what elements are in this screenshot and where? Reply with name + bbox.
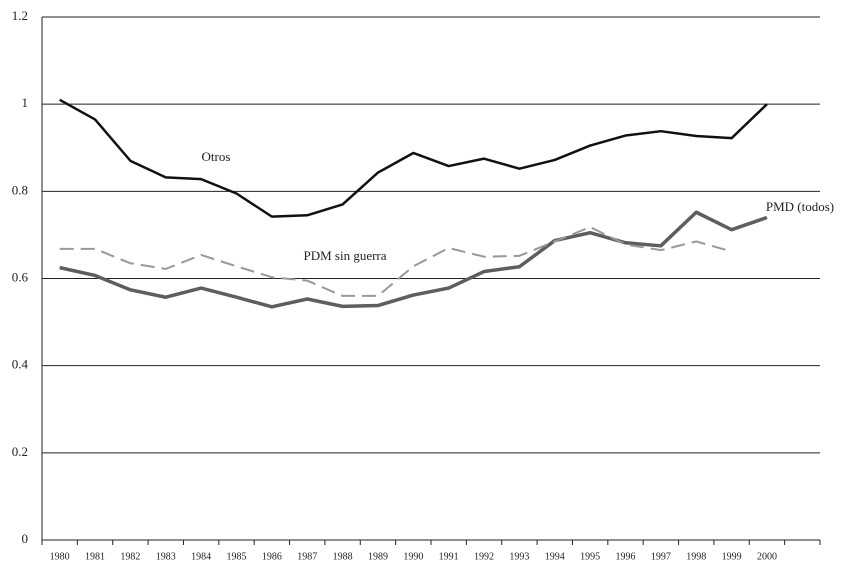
- series-line: [59, 226, 732, 297]
- y-tick-label: 0.2: [12, 444, 28, 459]
- x-tick-label: 1999: [722, 551, 742, 562]
- x-tick-label: 1991: [439, 551, 459, 562]
- series-line: [59, 98, 768, 218]
- x-tick-label: 1982: [120, 551, 140, 562]
- x-tick-label: 1989: [368, 551, 388, 562]
- x-tick-label: 1996: [616, 551, 636, 562]
- y-tick-label: 0.6: [12, 269, 29, 284]
- series-line: [59, 210, 768, 309]
- x-tick-label: 1986: [262, 551, 282, 562]
- x-tick-label: 1990: [403, 551, 423, 562]
- x-tick-label: 1997: [651, 551, 671, 562]
- x-tick-label: 1981: [85, 551, 105, 562]
- x-tick-label: 1998: [686, 551, 706, 562]
- x-tick-label: 2000: [757, 551, 777, 562]
- x-tick-label: 1995: [580, 551, 600, 562]
- x-tick-label: 1987: [297, 551, 317, 562]
- x-tick-label: 1993: [509, 551, 529, 562]
- y-tick-label: 0.4: [12, 357, 29, 372]
- x-tick-label: 1983: [156, 551, 176, 562]
- x-tick-label: 1992: [474, 551, 494, 562]
- x-tick-label: 1994: [545, 551, 565, 562]
- y-tick-label: 1: [22, 95, 29, 110]
- x-tick-label: 1980: [50, 551, 70, 562]
- y-tick-label: 1.2: [12, 8, 28, 23]
- x-tick-label: 1988: [333, 551, 353, 562]
- y-tick-label: 0.8: [12, 182, 28, 197]
- x-tick-label: 1985: [227, 551, 247, 562]
- series-label: Otros: [202, 149, 231, 164]
- series-label: PMD (todos): [766, 199, 834, 214]
- y-tick-label: 0: [22, 531, 29, 546]
- series-label: PDM sin guerra: [303, 248, 386, 263]
- x-tick-label: 1984: [191, 551, 211, 562]
